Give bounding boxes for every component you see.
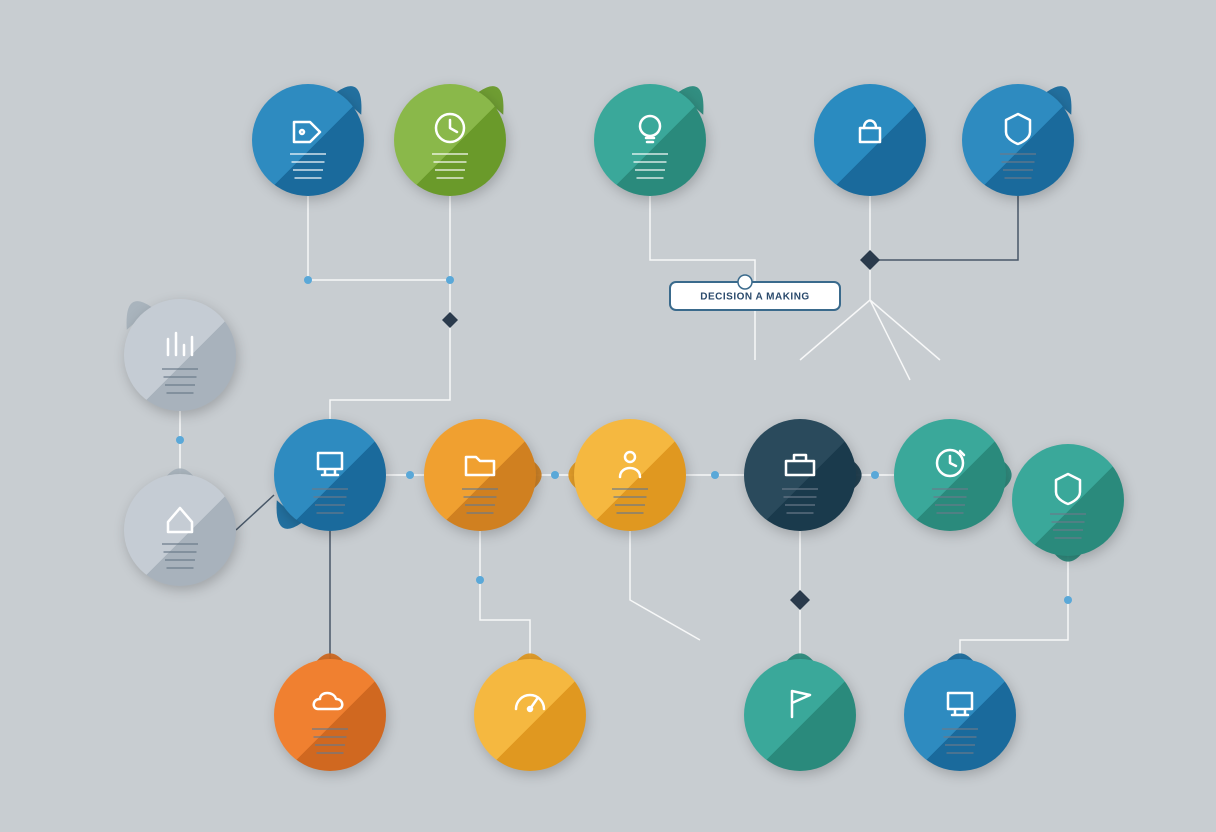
node-r3c3 <box>424 419 542 531</box>
node-r3c7 <box>1012 444 1124 562</box>
flow-diagram: DECISION A MAKING <box>0 0 1216 832</box>
node-r1c2 <box>394 84 506 196</box>
node-r2c1 <box>124 299 236 411</box>
node-r3c6 <box>894 419 1012 531</box>
node-r1c3 <box>594 84 706 196</box>
node-r4c3 <box>744 653 856 771</box>
node-r4c2 <box>474 653 586 771</box>
node-r4c4 <box>904 653 1016 771</box>
node-r1c5 <box>962 84 1074 196</box>
center-label-text: DECISION A MAKING <box>700 292 809 303</box>
node-r4c1 <box>274 653 386 771</box>
node-r1c4 <box>814 84 926 196</box>
node-r3c5 <box>744 419 862 531</box>
node-r3c1 <box>124 468 236 586</box>
node-r1c1 <box>252 84 364 196</box>
node-r3c4 <box>568 419 686 531</box>
node-r3c2 <box>274 419 386 531</box>
